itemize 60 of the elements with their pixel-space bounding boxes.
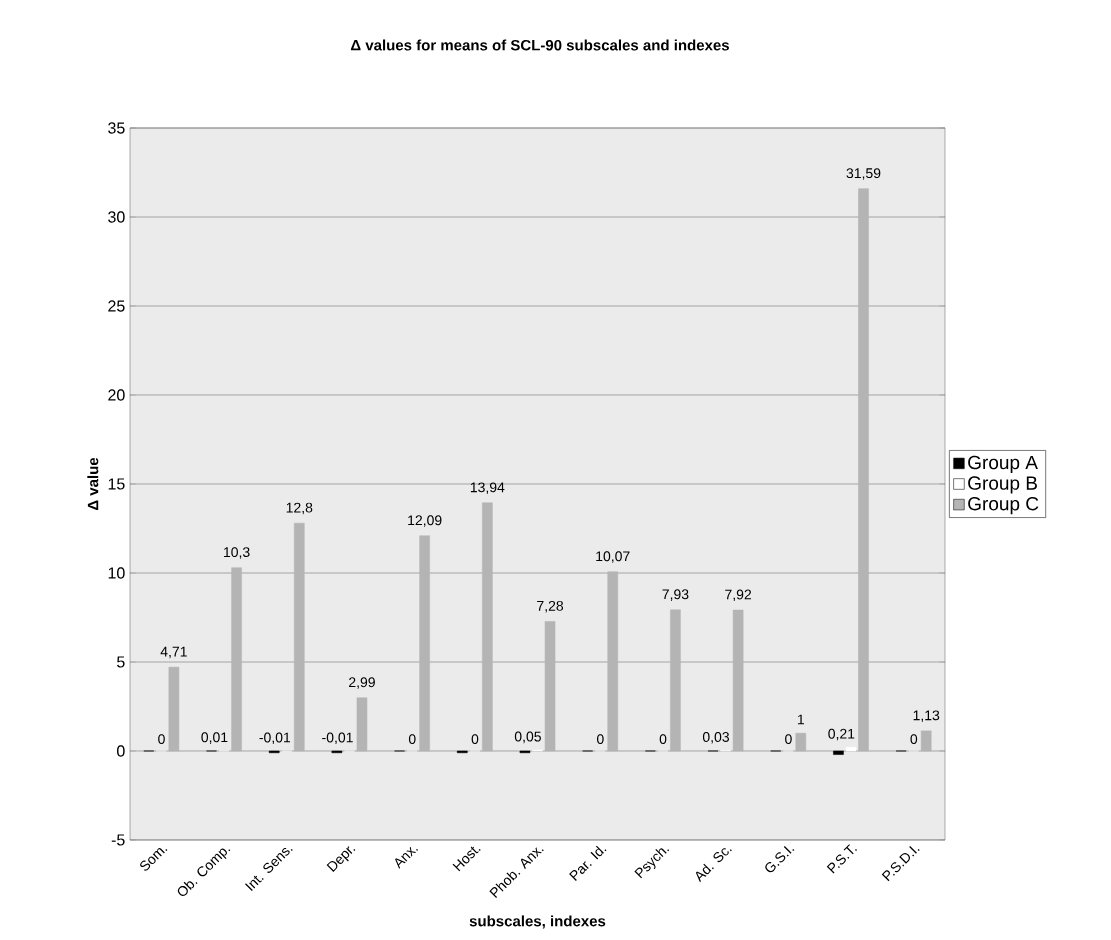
x-tick-label: Par. Id. — [569, 845, 607, 881]
y-tick-label: -5 — [111, 834, 125, 846]
data-label: 1,13 — [913, 710, 940, 722]
y-tick-label: 10 — [108, 567, 125, 579]
x-axis-title: subscales, indexes — [469, 915, 606, 929]
bar — [419, 535, 430, 752]
data-label: 0,03 — [702, 731, 730, 744]
bar — [544, 621, 556, 752]
y-tick-label: 20 — [108, 389, 125, 401]
y-tick-label: 5 — [117, 656, 125, 668]
bar — [833, 750, 844, 755]
data-label: 12,09 — [408, 515, 442, 527]
data-label: 4,71 — [160, 646, 187, 659]
bar — [858, 188, 869, 752]
data-label: 0,01 — [201, 732, 228, 744]
data-label: 10,07 — [596, 551, 630, 563]
data-label: 0 — [471, 734, 479, 745]
bar — [482, 502, 493, 752]
y-tick-label: 15 — [108, 478, 125, 490]
legend-label: Group C — [968, 496, 1039, 515]
bar — [795, 732, 807, 752]
data-label: 1 — [797, 714, 805, 725]
y-tick-label: 0 — [117, 745, 125, 757]
bar — [845, 746, 857, 752]
bar — [231, 567, 242, 752]
bar — [607, 571, 619, 752]
bar — [356, 697, 368, 752]
data-label: 0 — [597, 734, 604, 745]
bar — [168, 666, 180, 752]
data-label: 12,8 — [286, 502, 313, 515]
x-tick-label: Anx. — [395, 846, 419, 869]
y-tick-label: 35 — [108, 122, 125, 134]
y-tick-label: 25 — [108, 300, 125, 312]
legend-label: Group B — [968, 476, 1037, 494]
legend-label: Group A — [968, 455, 1038, 473]
data-label: 2,99 — [349, 677, 375, 689]
data-label: 0 — [158, 734, 165, 745]
bar — [670, 609, 681, 752]
chart-title: Δ values for means of SCL-90 subscales and indexes — [350, 39, 729, 51]
data-label: 0,21 — [828, 728, 855, 741]
y-tick-label: 30 — [108, 211, 125, 223]
bar — [920, 730, 932, 752]
data-label: 0 — [659, 734, 667, 745]
data-label: 10,3 — [224, 547, 250, 559]
data-label: 31,59 — [846, 168, 881, 180]
data-label: 0,05 — [514, 731, 541, 744]
data-label: 0 — [910, 734, 918, 745]
bar — [293, 522, 305, 752]
data-label: 7,93 — [662, 589, 689, 601]
data-label: -0,01 — [322, 732, 353, 745]
data-label: 0 — [408, 734, 416, 745]
data-label: -0,01 — [259, 732, 291, 745]
bar — [732, 609, 744, 752]
x-tick-label: Som. — [140, 848, 168, 871]
data-label: 13,94 — [470, 482, 505, 494]
data-label: 7,28 — [537, 600, 564, 613]
x-tick-label: Ad. Sc. — [695, 848, 732, 883]
data-label: 0 — [785, 734, 792, 745]
data-label: 7,92 — [725, 589, 752, 602]
y-axis-title: Δ value — [87, 457, 99, 511]
